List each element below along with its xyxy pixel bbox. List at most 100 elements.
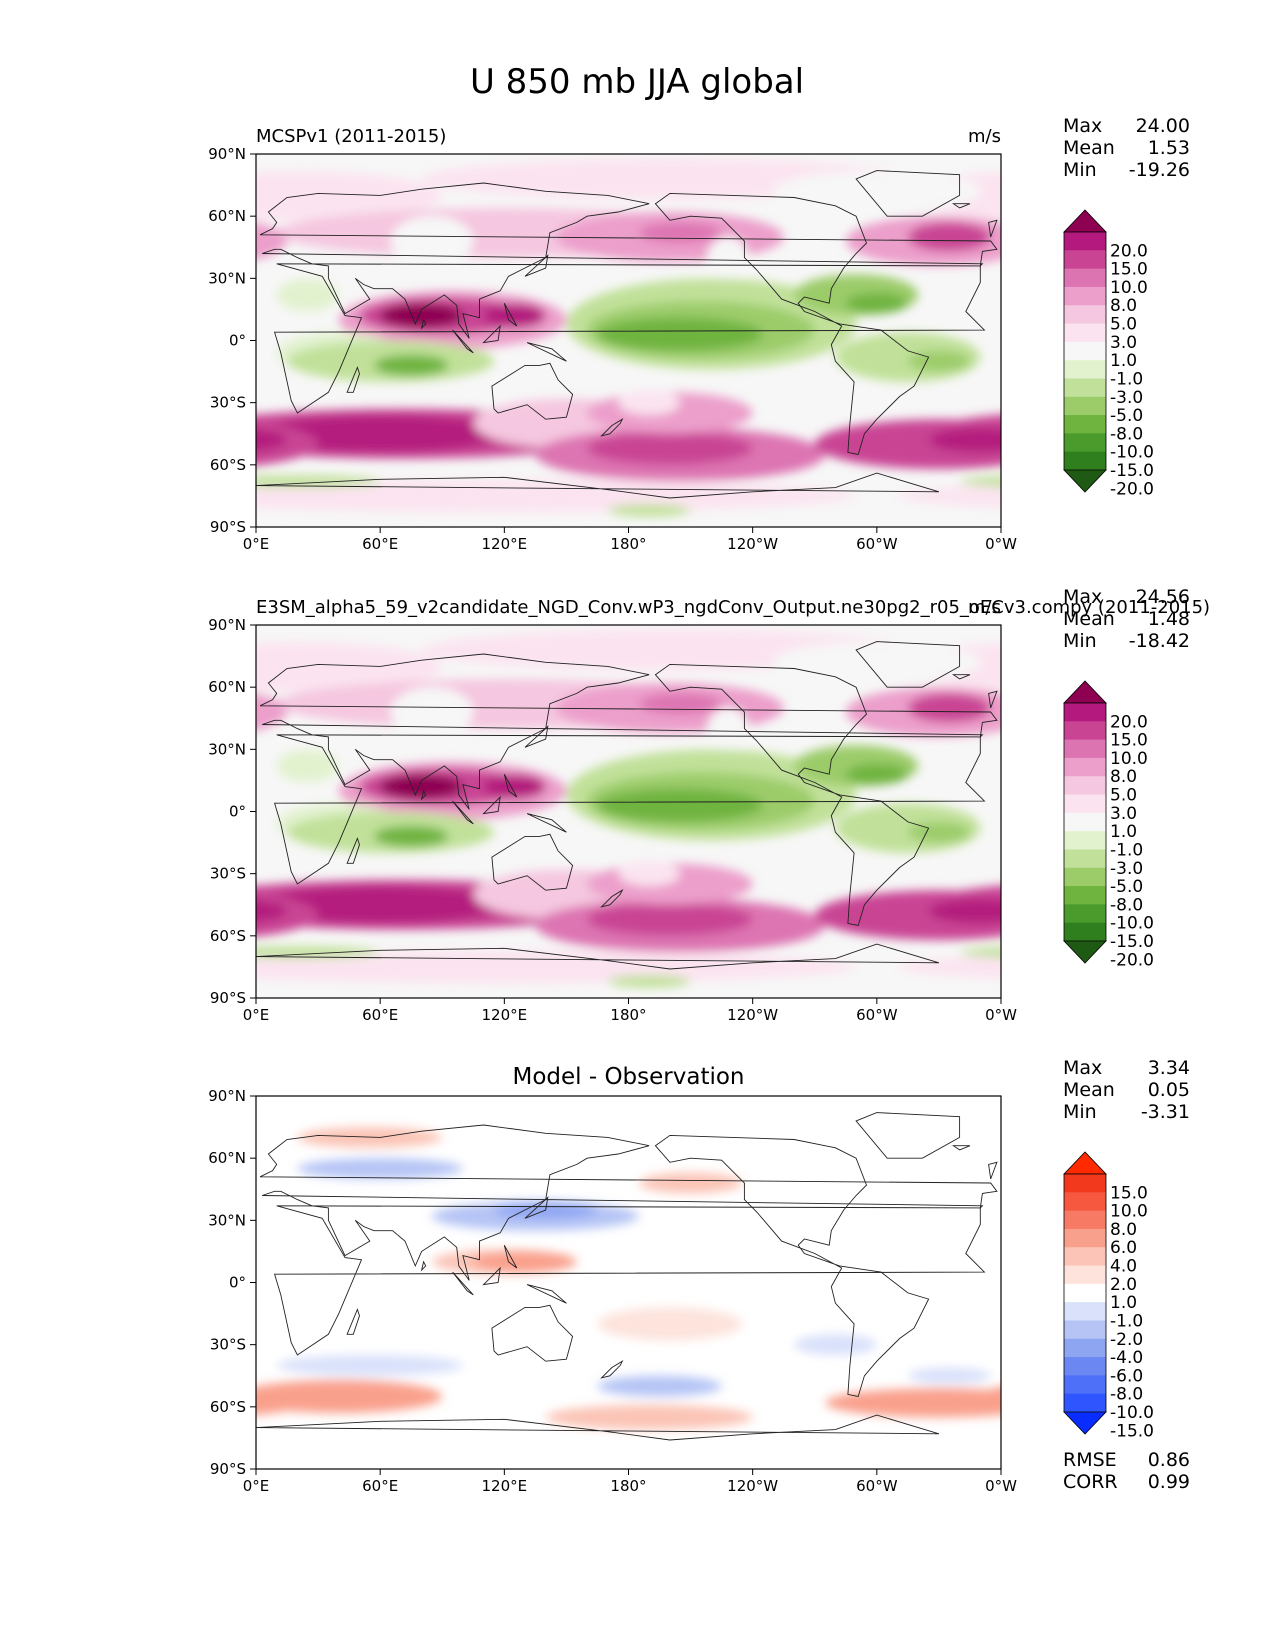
colorbar-segment [1064,1174,1106,1193]
contour-region [845,763,908,785]
contour-region [390,687,474,737]
colorbar: 15.010.08.06.04.02.01.0-1.0-2.0-4.0-6.0-… [1063,1151,1154,1441]
colorbar-frame [1063,231,1107,471]
contour-region [907,821,970,843]
coastline [503,773,518,798]
colorbar-extend-max [1063,680,1107,704]
coastline [855,1112,961,1159]
colorbar-tick-label: -1.0 [1110,1311,1143,1331]
colorbar-segment [1064,396,1106,416]
colorbar-tick-label: -8.0 [1110,1385,1143,1405]
contour-region [28,171,235,212]
stat-value: 0.86 [1148,1449,1190,1471]
stat-value: 0.99 [1148,1471,1190,1493]
colorbar-segment [1064,1393,1106,1413]
colorbar-segment [1064,1357,1106,1376]
coastlines [256,1112,998,1441]
contour-region [587,902,753,936]
stats-block: Max 24.00 Mean 1.53 Min -19.26 [1063,115,1190,181]
stats-block: Max 3.34 Mean 0.05 Min -3.31 RMSE 0.86 CORR 0.99 [1063,1057,1190,1493]
contour-region [928,898,1001,924]
x-tick-label: 180° [610,535,646,553]
x-tick-label: 0°E [243,1006,270,1024]
colorbar-extend-max [1063,1151,1107,1175]
colorbar-tick-label: -5.0 [1110,406,1143,426]
colorbar-extend-max [1063,209,1107,233]
contour-region [607,975,691,988]
contour-region [473,1251,577,1273]
coastline [346,837,360,864]
contour-region [90,803,235,853]
map-reference [90,625,1001,998]
colorbar-segment [1064,812,1106,832]
contour-region [638,1172,743,1194]
coastline [988,1161,998,1180]
y-tick-label: 30°S [210,1336,246,1354]
coastline [600,418,624,437]
colorbar-tick-label: 20.0 [1110,241,1148,261]
colorbar-segment [1064,1265,1106,1285]
coastline [259,1124,998,1281]
coastline [654,192,930,456]
colorbar-tick-label: 8.0 [1110,767,1137,787]
y-tick-label: 90°N [208,1087,246,1105]
colorbar-tick-label: 8.0 [1110,296,1137,316]
y-tick-label: 0° [229,803,246,821]
contour-region [287,1386,412,1407]
contour-region [607,504,691,517]
colorbar-tick-label: 1.0 [1110,351,1137,371]
colorbar-tick-label: -15.0 [1110,1421,1154,1441]
contour-region [256,170,443,221]
colorbar-tick-label: 1.0 [1110,822,1137,842]
coastline [951,1145,971,1151]
contour-region [90,332,235,382]
x-tick-label: 180° [610,1006,646,1024]
contour-region [959,947,1001,958]
colorbar-segment [1064,739,1106,759]
colorbar-tick-label: 10.0 [1110,749,1148,769]
colorbar-segment [1064,378,1106,398]
colorbar-tick-label: -1.0 [1110,840,1143,860]
colorbar-segment [1064,1283,1106,1303]
coastline [256,1414,940,1441]
coastline [526,342,567,362]
colorbar-tick-label: -5.0 [1110,877,1143,897]
colorbar-segment [1064,268,1106,288]
panel-units: m/s [968,597,1001,618]
colorbar-tick-label: -8.0 [1110,895,1143,915]
contour-region [256,1390,308,1415]
contour-region [897,484,1001,508]
x-tick-label: 120°W [727,1477,778,1495]
map-test [28,154,1001,527]
coastline [526,813,567,833]
colorbar-segment [1064,886,1106,905]
x-tick-label: 0°W [985,535,1017,553]
coastline [420,1260,427,1272]
contour-region [297,1158,463,1179]
colorbar: 20.015.010.08.05.03.01.0-1.0-3.0-5.0-8.0… [1063,680,1154,970]
colorbar-tick-label: 10.0 [1110,1202,1148,1222]
coastline [503,1244,518,1269]
colorbar-tick-label: -3.0 [1110,388,1143,408]
colorbar-tick-label: 5.0 [1110,315,1137,335]
colorbar-segment [1064,1210,1106,1230]
contour-region [256,475,381,488]
colorbar-tick-label: -6.0 [1110,1366,1143,1386]
colorbar-tick-label: -10.0 [1110,914,1154,934]
colorbar-segment [1064,1302,1106,1321]
contour-region [483,774,546,800]
y-tick-label: 0° [229,332,246,350]
panel-test: 0°E 60°E 120°E 180° 120°W 60°W 0°W 90°N 60°N 30°N… [28,115,1190,553]
coastline [524,254,549,277]
colorbar-segment [1064,250,1106,270]
x-tick-label: 0°W [985,1477,1017,1495]
colorbar-tick-label: -20.0 [1110,479,1154,499]
coastline [273,1205,986,1356]
colorbar-segment [1064,1338,1106,1358]
contour-region [276,278,339,312]
colorbar-tick-label: 3.0 [1110,804,1137,824]
colorbar-segment [1064,286,1106,306]
contour-region [163,693,246,722]
colorbar-segment [1064,451,1106,471]
contour-region [907,222,991,252]
